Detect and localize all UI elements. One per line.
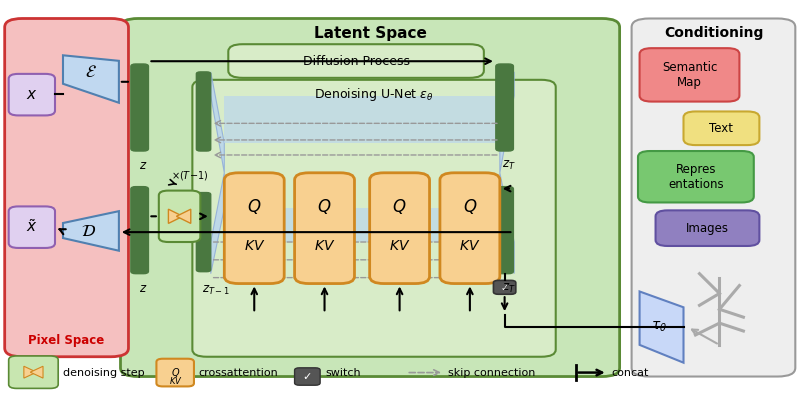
- Text: $Q$: $Q$: [392, 197, 407, 216]
- FancyBboxPatch shape: [683, 112, 759, 145]
- Text: ✓: ✓: [302, 372, 312, 382]
- Polygon shape: [210, 173, 224, 274]
- FancyBboxPatch shape: [159, 191, 200, 242]
- Text: crossattention: crossattention: [198, 368, 278, 378]
- FancyBboxPatch shape: [5, 19, 129, 357]
- Text: $z_T$: $z_T$: [502, 159, 515, 172]
- Text: Images: Images: [686, 222, 729, 235]
- FancyBboxPatch shape: [9, 356, 58, 388]
- FancyBboxPatch shape: [192, 80, 556, 357]
- FancyBboxPatch shape: [9, 74, 55, 116]
- Text: $Q$: $Q$: [171, 366, 180, 379]
- Polygon shape: [176, 209, 190, 224]
- Text: $z_{T-1}$: $z_{T-1}$: [202, 284, 230, 297]
- Text: $\mathcal{D}$: $\mathcal{D}$: [81, 222, 96, 240]
- FancyBboxPatch shape: [496, 187, 514, 274]
- Polygon shape: [24, 366, 37, 378]
- Text: Pixel Space: Pixel Space: [29, 334, 105, 347]
- FancyBboxPatch shape: [121, 19, 620, 376]
- FancyArrowPatch shape: [169, 179, 176, 185]
- Text: switch: switch: [325, 368, 361, 378]
- Text: ✓: ✓: [501, 283, 509, 293]
- Text: $KV$: $KV$: [459, 239, 481, 253]
- Text: $Q$: $Q$: [247, 197, 262, 216]
- Text: Diffusion Process: Diffusion Process: [302, 54, 410, 67]
- Polygon shape: [639, 291, 683, 363]
- Text: $KV$: $KV$: [314, 239, 335, 253]
- Text: concat: concat: [612, 368, 649, 378]
- FancyBboxPatch shape: [9, 206, 55, 248]
- Text: $z_T$: $z_T$: [502, 281, 515, 295]
- FancyBboxPatch shape: [228, 44, 484, 78]
- Polygon shape: [500, 173, 514, 274]
- FancyBboxPatch shape: [131, 64, 149, 151]
- Text: $Q$: $Q$: [462, 197, 477, 216]
- Polygon shape: [30, 366, 43, 378]
- Polygon shape: [210, 72, 224, 173]
- Text: $\tilde{x}$: $\tilde{x}$: [26, 218, 38, 235]
- Polygon shape: [63, 211, 119, 251]
- Text: Repres
entations: Repres entations: [668, 163, 724, 191]
- Polygon shape: [224, 96, 500, 143]
- Polygon shape: [63, 55, 119, 103]
- FancyBboxPatch shape: [196, 193, 210, 272]
- Text: skip connection: skip connection: [448, 368, 535, 378]
- Text: $z$: $z$: [138, 281, 147, 295]
- FancyBboxPatch shape: [224, 173, 284, 283]
- Text: Semantic
Map: Semantic Map: [662, 61, 717, 89]
- FancyBboxPatch shape: [294, 173, 354, 283]
- Text: $z$: $z$: [138, 159, 147, 172]
- FancyBboxPatch shape: [631, 19, 795, 376]
- FancyBboxPatch shape: [131, 187, 149, 274]
- Text: Denoising U-Net $\epsilon_\theta$: Denoising U-Net $\epsilon_\theta$: [314, 86, 434, 103]
- Text: $KV$: $KV$: [169, 375, 182, 386]
- Polygon shape: [224, 208, 500, 242]
- Text: $\times(T\!-\!1)$: $\times(T\!-\!1)$: [171, 169, 209, 182]
- Text: $x$: $x$: [26, 87, 38, 102]
- Text: $\tau_\theta$: $\tau_\theta$: [651, 320, 668, 334]
- Text: $\mathcal{E}$: $\mathcal{E}$: [85, 63, 97, 81]
- Text: Conditioning: Conditioning: [664, 26, 763, 40]
- FancyBboxPatch shape: [638, 151, 754, 202]
- FancyBboxPatch shape: [157, 359, 194, 386]
- FancyBboxPatch shape: [196, 72, 210, 151]
- FancyBboxPatch shape: [639, 48, 739, 102]
- FancyBboxPatch shape: [294, 368, 320, 385]
- Text: $Q$: $Q$: [318, 197, 332, 216]
- FancyBboxPatch shape: [370, 173, 430, 283]
- Polygon shape: [500, 72, 514, 173]
- FancyBboxPatch shape: [440, 173, 500, 283]
- Polygon shape: [169, 209, 182, 224]
- FancyBboxPatch shape: [496, 64, 514, 151]
- Text: $KV$: $KV$: [389, 239, 410, 253]
- Text: Text: Text: [710, 122, 734, 135]
- FancyBboxPatch shape: [494, 280, 516, 294]
- Text: denoising step: denoising step: [63, 368, 145, 378]
- FancyBboxPatch shape: [655, 210, 759, 246]
- Text: Latent Space: Latent Space: [314, 26, 426, 40]
- Text: $KV$: $KV$: [243, 239, 265, 253]
